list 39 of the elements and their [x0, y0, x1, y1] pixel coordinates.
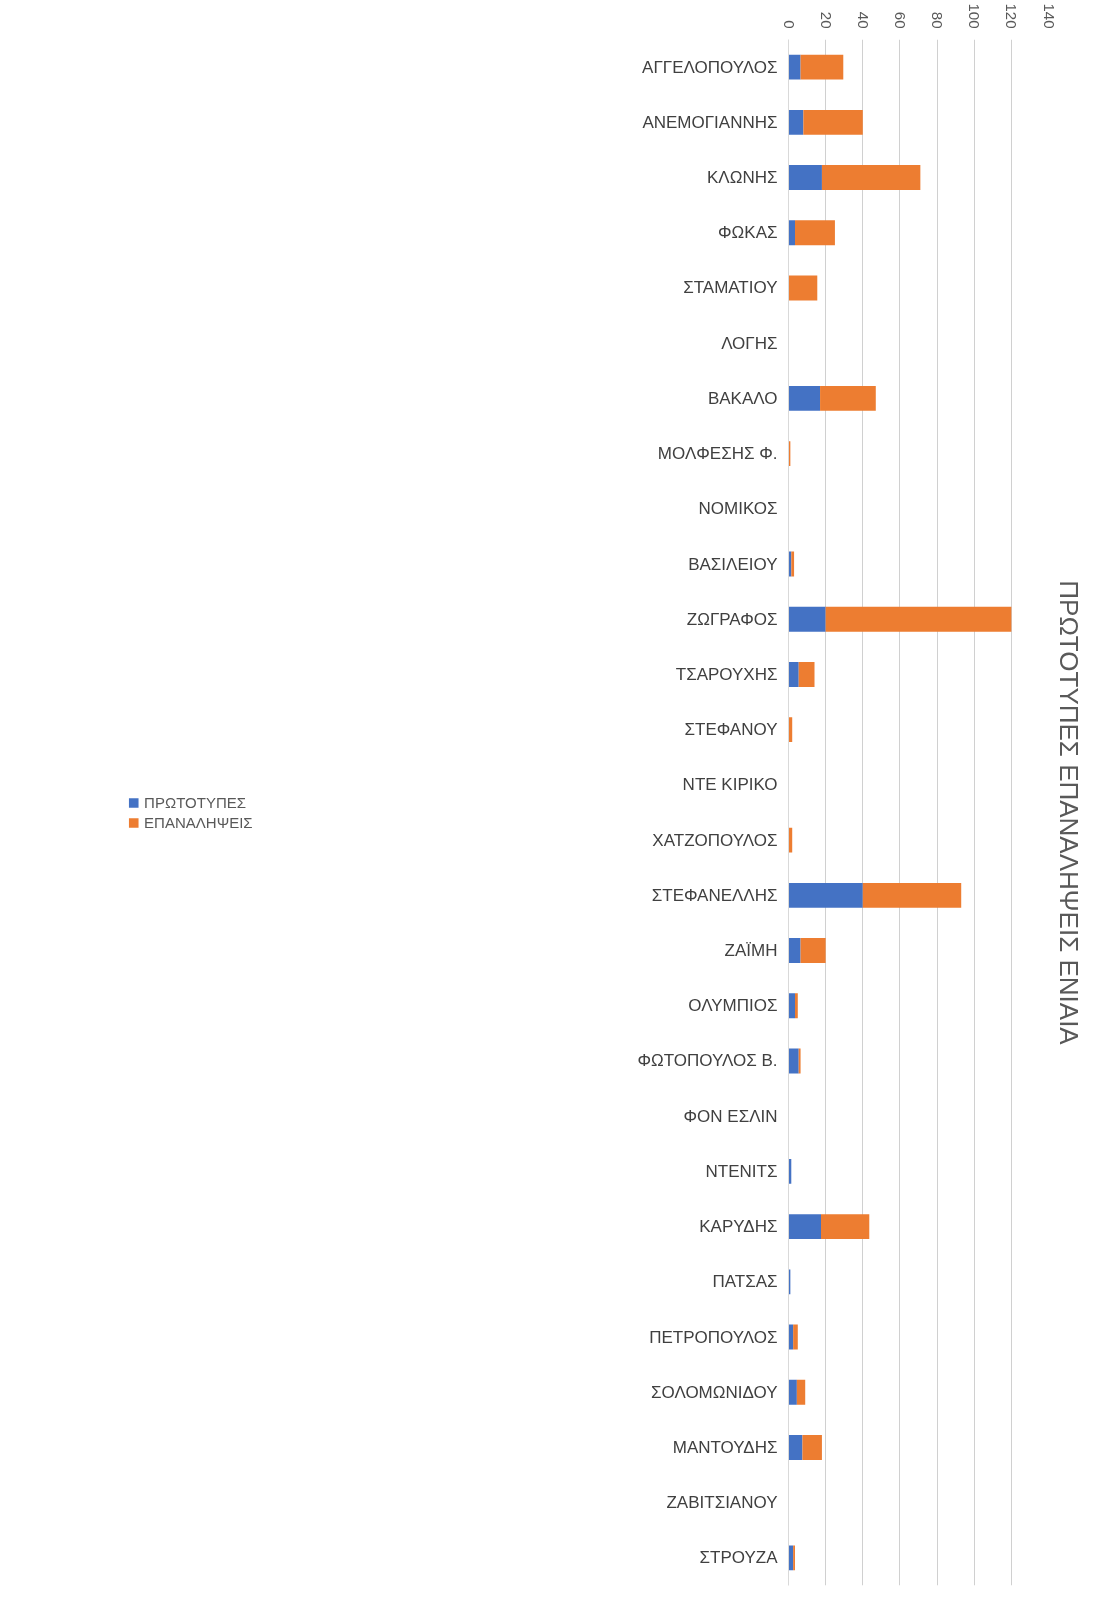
y-tick-label: ΣΤΑΜΑΤΙΟΥ — [683, 278, 778, 298]
y-tick-label: ΦΟΝ ΕΣΛΙΝ — [683, 1106, 778, 1126]
y-tick-label: ΖΑΪΜΗ — [724, 941, 778, 961]
y-tick-label: ΖΩΓΡΑΦΟΣ — [686, 609, 778, 629]
legend-label: ΕΠΑΝΑΛΗΨΕΙΣ — [144, 813, 253, 831]
x-tick-label: 80 — [929, 11, 947, 29]
text: ΠΡΩΤΟΤΥΠΕΣ ΕΠΑΝΑΛΗΨΕΙΣ ΕΝΙΑΙΑ — [1053, 580, 1084, 1046]
x-tick-label: 100 — [966, 3, 984, 29]
x-tick-label: 140 — [1040, 3, 1058, 29]
y-tick-label: ΛΟΓΗΣ — [721, 333, 778, 353]
y-tick-label: ΣΤΕΦΑΝΟΥ — [684, 720, 778, 740]
y-tick-label: ΣΤΕΦΑΝΕΛΛΗΣ — [651, 885, 778, 905]
y-tick-label: ΜΑΝΤΟΥΔΗΣ — [672, 1437, 778, 1457]
y-tick-label: ΠΕΤΡΟΠΟΥΛΟΣ — [649, 1327, 778, 1347]
y-tick-label: ΟΛΥΜΠΙΟΣ — [688, 996, 778, 1016]
y-tick-label: ΒΑΣΙΛΕΙΟΥ — [688, 554, 778, 574]
x-tick-label: 60 — [891, 11, 909, 29]
legend-label: ΠΡΩΤΟΤΥΠΕΣ — [144, 793, 247, 811]
y-tick-label: ΝΤΕ ΚΙΡΙΚΟ — [682, 775, 778, 795]
y-tick-label: ΣΤΡΟΥΖΑ — [699, 1548, 779, 1568]
y-tick-label: ΤΣΑΡΟΥΧΗΣ — [675, 664, 778, 684]
y-tick-label: ΖΑΒΙΤΣΙΑΝΟΥ — [666, 1493, 778, 1513]
x-tick-label: 40 — [854, 11, 872, 29]
y-tick-label: ΝΤΕΝΙΤΣ — [705, 1161, 778, 1181]
y-tick-label: ΝΟΜΙΚΟΣ — [698, 499, 778, 519]
y-tick-label: ΣΟΛΟΜΩΝΙΔΟΥ — [650, 1382, 778, 1402]
x-tick-label: 20 — [817, 11, 835, 29]
y-tick-label: ΧΑΤΖΟΠΟΥΛΟΣ — [652, 830, 778, 850]
x-tick-label: 120 — [1003, 3, 1021, 29]
y-tick-label: ΠΑΤΣΑΣ — [712, 1272, 778, 1292]
y-tick-label: ΑΝΕΜΟΓΙΑΝΝΗΣ — [642, 112, 778, 132]
x-tick-label: 0 — [780, 20, 798, 29]
y-tick-label: ΦΩΤΟΠΟΥΛΟΣ Β. — [637, 1051, 778, 1071]
y-tick-label: ΦΩΚΑΣ — [718, 223, 778, 243]
y-tick-label: ΒΑΚΑΛΟ — [707, 388, 778, 408]
y-tick-label: ΑΓΓΕΛΟΠΟΥΛΟΣ — [642, 57, 778, 77]
y-tick-label: ΜΟΛΦΕΣΗΣ Φ. — [657, 444, 778, 464]
y-tick-label: ΚΑΡΥΔΗΣ — [699, 1217, 778, 1237]
y-tick-label: ΚΛΩΝΗΣ — [707, 168, 778, 188]
